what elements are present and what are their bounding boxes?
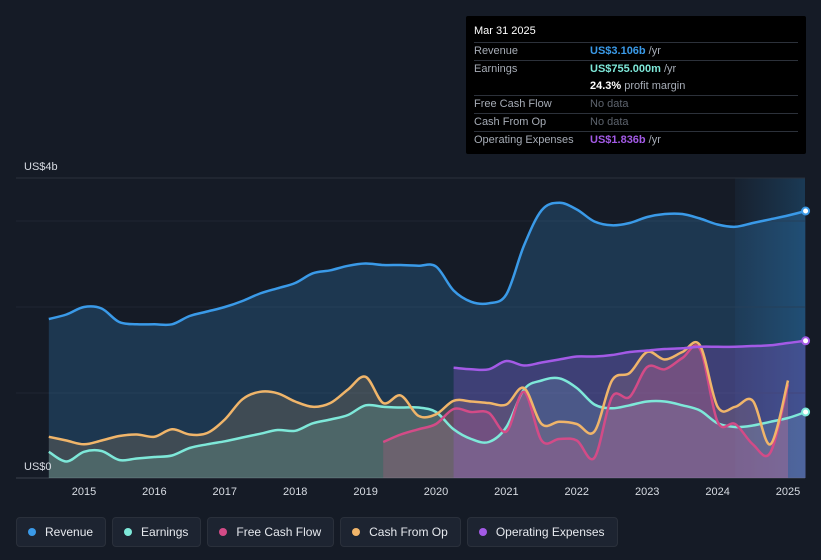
- tooltip-row-revenue: Revenue US$3.106b /yr: [474, 43, 798, 61]
- tooltip-unit: /yr: [648, 45, 661, 57]
- legend-dot-icon: [352, 528, 361, 536]
- tooltip-row-earnings: Earnings US$755.000m /yr: [474, 61, 798, 78]
- tooltip-value: 24.3%: [590, 80, 622, 92]
- financial-chart: US$4b US$0 2015 2016 2017 2018 2019 2020 2021 2…: [16, 161, 811, 498]
- x-tick-label: 2023: [635, 486, 659, 498]
- x-tick-label: 2017: [213, 486, 237, 498]
- legend-dot-icon: [478, 528, 487, 536]
- tooltip-value: No data: [590, 116, 629, 128]
- free-cash-flow-area: [383, 345, 788, 478]
- tooltip-unit: /yr: [648, 134, 661, 146]
- legend-label: Operating Expenses: [495, 525, 605, 539]
- legend-label: Cash From Op: [369, 525, 448, 539]
- series-lines: [48, 201, 807, 463]
- series-areas: [48, 202, 806, 479]
- chart-legend: Revenue Earnings Free Cash Flow Cash Fro…: [16, 517, 624, 549]
- legend-dot-icon: [124, 528, 133, 536]
- series-endpoints: [801, 206, 811, 417]
- y-axis-bottom-label: US$0: [24, 461, 52, 473]
- x-tick-label: 2015: [72, 486, 96, 498]
- free-cash-flow-line: [382, 344, 790, 461]
- y-axis-top-label: US$4b: [24, 161, 58, 173]
- x-tick-label: 2018: [283, 486, 307, 498]
- tooltip-value: US$755.000m: [590, 63, 661, 75]
- x-tick-label: 2025: [776, 486, 800, 498]
- x-tick-label: 2016: [142, 486, 166, 498]
- x-tick-label: 2020: [424, 486, 448, 498]
- operating-expenses-line: [453, 339, 806, 372]
- tooltip-label: Cash From Op: [474, 116, 547, 128]
- tooltip-value: US$1.836b: [590, 134, 646, 146]
- legend-item-earnings[interactable]: Earnings: [112, 517, 202, 547]
- tooltip-date: Mar 31 2025: [474, 24, 798, 43]
- tooltip-unit: profit margin: [624, 80, 686, 92]
- x-tick-label: 2024: [705, 486, 729, 498]
- tooltip-row-margin: 24.3% profit margin: [474, 78, 798, 96]
- x-tick-label: 2019: [353, 486, 377, 498]
- earnings-line: [48, 376, 807, 463]
- legend-label: Free Cash Flow: [236, 525, 322, 539]
- tooltip-row-opex: Operating Expenses US$1.836b /yr: [474, 132, 798, 149]
- data-tooltip: Mar 31 2025 Revenue US$3.106b /yr Earnin…: [466, 16, 806, 154]
- tooltip-unit: /yr: [663, 63, 677, 75]
- earnings-endpoint: [801, 407, 811, 417]
- legend-item-operating-expenses[interactable]: Operating Expenses: [466, 517, 618, 547]
- x-tick-label: 2021: [494, 486, 518, 498]
- legend-label: Earnings: [141, 525, 189, 539]
- tooltip-row-cfo: Cash From Op No data: [474, 114, 798, 132]
- legend-item-free-cash-flow[interactable]: Free Cash Flow: [207, 517, 335, 547]
- tooltip-value: US$3.106b: [590, 45, 646, 57]
- legend-item-cash-from-op[interactable]: Cash From Op: [340, 517, 461, 547]
- tooltip-label: [474, 78, 590, 95]
- tooltip-label: Free Cash Flow: [474, 98, 552, 110]
- tooltip-label: Operating Expenses: [474, 134, 574, 146]
- recent-period-highlight: [735, 178, 805, 478]
- legend-label: Revenue: [45, 525, 94, 539]
- tooltip-row-fcf: Free Cash Flow No data: [474, 96, 798, 114]
- cash-from-op-area: [48, 342, 789, 478]
- tooltip-value: No data: [590, 98, 629, 110]
- tooltip-label: Revenue: [474, 45, 519, 57]
- x-tick-label: 2022: [565, 486, 589, 498]
- legend-item-revenue[interactable]: Revenue: [16, 517, 107, 547]
- tooltip-label: Earnings: [474, 63, 518, 75]
- revenue-endpoint: [801, 206, 811, 216]
- legend-dot-icon: [28, 528, 36, 536]
- legend-dot-icon: [219, 528, 228, 536]
- operating-expenses-endpoint: [801, 336, 811, 346]
- revenue-line: [48, 201, 806, 327]
- cash-from-op-line: [48, 340, 790, 446]
- x-axis-ticks: 2015 2016 2017 2018 2019 2020 2021 2022 2023 2024…: [72, 486, 800, 498]
- operating-expenses-area: [453, 340, 806, 478]
